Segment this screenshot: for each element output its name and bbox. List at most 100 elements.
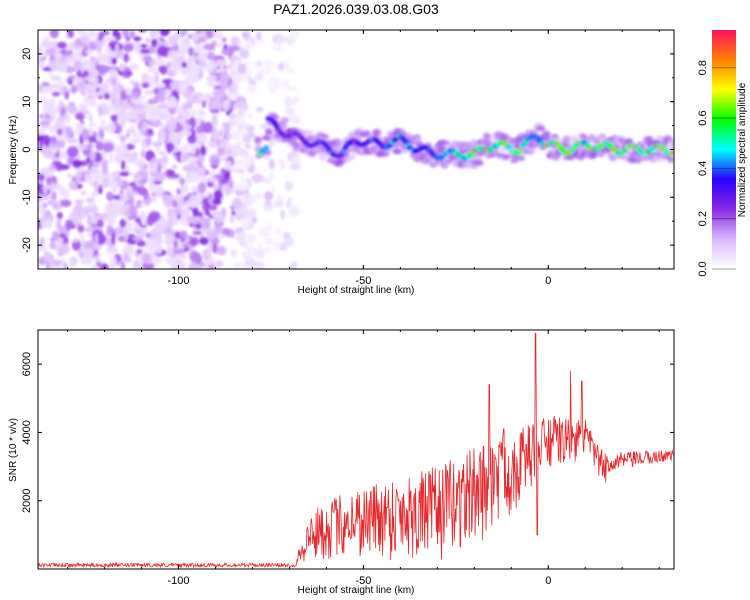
heatmap-cell [286,68,296,74]
heatmap-cell [179,184,189,195]
heatmap-cell [218,92,227,98]
heatmap-cell [126,185,133,192]
x-tick-label: -50 [355,275,371,287]
colorbar-tick-label: 0.6 [697,110,709,125]
heatmap-cell [133,36,142,42]
heatmap-cell [286,86,297,91]
heatmap-cell [656,135,665,142]
heatmap-cell [68,180,78,191]
heatmap-cell [64,91,69,100]
heatmap-cell [129,172,137,177]
heatmap-cell [119,140,128,152]
heatmap-cell [170,263,180,269]
heatmap-cell [214,217,226,224]
heatmap-cell [136,240,146,247]
heatmap-cell [143,55,153,63]
heatmap-cell [129,30,136,38]
heatmap-cell [39,120,51,127]
heatmap-cell [234,157,243,168]
heatmap-cell [211,130,219,142]
heatmap-cell [270,187,276,194]
heatmap-cell [41,145,52,157]
heatmap-cell [241,31,248,38]
heatmap-cell [244,41,253,52]
heatmap-cell [474,155,483,162]
heatmap-cell [132,132,141,144]
heatmap-cell [49,47,55,57]
heatmap-cell [212,213,222,219]
heatmap-cell [201,100,207,108]
heatmap-cell [98,129,104,139]
heatmap-cell [246,84,258,94]
heatmap-cell [125,86,133,96]
heatmap-cell [106,247,119,254]
heatmap-cell [287,196,292,206]
heatmap-cell [137,187,148,196]
heatmap-cell [88,100,98,107]
heatmap-cell [217,245,227,256]
heatmap-cell [263,135,272,142]
heatmap-cell [199,60,206,68]
heatmap-cell [129,63,140,71]
heatmap-cell [105,46,112,57]
heatmap-cell [394,148,403,155]
heatmap-cell [88,67,99,79]
heatmap-cell [111,171,123,176]
heatmap-cell [157,158,168,163]
y-tick-label: 0 [21,146,33,152]
heatmap-cell [141,94,147,100]
heatmap-cell [196,94,203,105]
heatmap-cell [41,82,50,87]
heatmap-cell [83,206,90,216]
heatmap-cell [230,53,236,64]
heatmap-cell [115,86,121,94]
heatmap-cell [173,239,178,249]
heatmap-cell [67,103,77,114]
y-tick-label: -20 [21,237,33,253]
heatmap-cell [84,139,89,144]
heatmap-cell [667,157,674,163]
heatmap-cell [220,167,226,176]
heatmap-cell [137,179,146,184]
heatmap-cell [59,164,70,170]
heatmap-cell [38,216,49,223]
heatmap-cell [47,106,58,118]
heatmap-cell [91,192,97,198]
heatmap-cell [49,135,58,146]
x-tick-label: 0 [545,275,551,287]
heatmap-cell [62,52,71,57]
heatmap-cell [86,76,98,83]
heatmap-cell [144,89,155,96]
heatmap-cell [57,41,68,49]
heatmap-cell [63,117,70,124]
snr-x-axis-label: Height of straight line (km) [298,585,415,596]
heatmap-cell [150,106,162,116]
heatmap-cell [204,259,213,266]
heatmap-cell [130,124,135,132]
heatmap-cell [195,54,204,61]
heatmap-cell [203,43,216,51]
heatmap-cell [252,62,260,69]
heatmap-cell [245,233,256,246]
heatmap-cell [208,81,220,87]
heatmap-cell [187,101,193,110]
heatmap-cell [318,154,327,161]
heatmap-cell [198,136,207,142]
heatmap-cell [502,153,511,160]
heatmap-cell [60,107,66,117]
y-tick-label: 4000 [21,420,33,444]
heatmap-cell [257,241,262,250]
heatmap-cell [49,30,59,39]
heatmap-cell [228,152,236,157]
heatmap-cell [212,99,221,112]
heatmap-cell [272,240,281,251]
heatmap-cell [215,259,224,268]
heatmap-cell [190,185,198,192]
heatmap-cell [154,147,161,153]
heatmap-cell [98,106,103,116]
heatmap-cell [187,262,200,269]
heatmap-cell [76,69,83,78]
heatmap-cell [50,75,62,82]
heatmap-cell [212,241,218,254]
heatmap-cell [210,108,220,114]
